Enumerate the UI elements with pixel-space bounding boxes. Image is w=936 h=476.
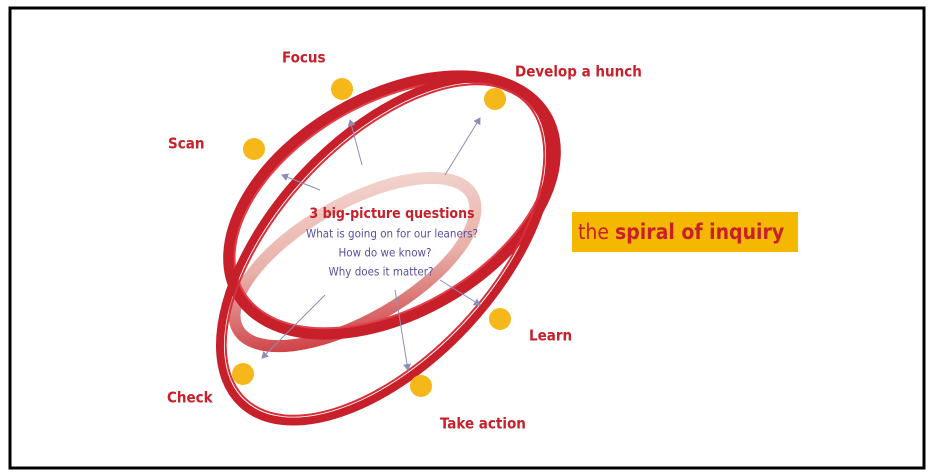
tag: the spiral of inquiry: [578, 220, 784, 244]
arrow: [347, 119, 363, 166]
tag-background: [572, 212, 798, 252]
dot: [243, 138, 265, 160]
stage-label: Learn: [529, 327, 572, 345]
arrows: [261, 117, 481, 371]
question: What is going on for our leaners?: [306, 227, 478, 241]
tag-main: spiral of inquiry: [615, 220, 784, 244]
dot: [484, 88, 506, 110]
spiral: [216, 70, 561, 426]
inner-ring: [228, 171, 482, 353]
stage-label: Focus: [282, 49, 326, 67]
arrow: [439, 279, 481, 306]
arrow: [281, 173, 321, 191]
arrow: [444, 117, 481, 176]
center-title: 3 big-picture questions: [309, 206, 474, 222]
question: Why does it matter?: [329, 265, 434, 279]
question: How do we know?: [339, 246, 432, 260]
arrow: [261, 294, 326, 359]
stage-label: Scan: [168, 135, 204, 153]
arrow: [394, 289, 411, 371]
tag-prefix: the: [578, 220, 609, 244]
lower-ring-highlight: [224, 83, 546, 417]
dot: [232, 363, 254, 385]
stage-label: Develop a hunch: [515, 63, 642, 81]
lower-ring: [216, 74, 554, 426]
dot: [331, 78, 353, 100]
stage-label: Check: [167, 389, 214, 407]
dot: [410, 375, 432, 397]
stage-dots: [232, 78, 511, 397]
stage-label: Take action: [440, 415, 526, 433]
dot: [489, 308, 511, 330]
